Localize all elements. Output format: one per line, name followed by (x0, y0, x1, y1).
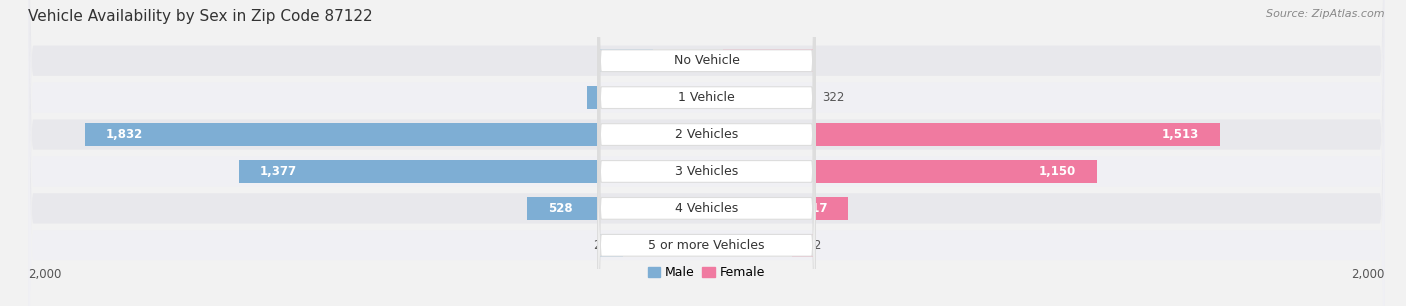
Text: Vehicle Availability by Sex in Zip Code 87122: Vehicle Availability by Sex in Zip Code … (28, 9, 373, 24)
Bar (723, 49, 815, 72)
Text: 322: 322 (823, 91, 845, 104)
FancyBboxPatch shape (28, 0, 1385, 306)
Text: 1,832: 1,832 (105, 128, 142, 141)
Bar (239, 160, 598, 183)
Bar (598, 234, 623, 257)
FancyBboxPatch shape (598, 0, 815, 306)
FancyBboxPatch shape (28, 0, 1385, 306)
FancyBboxPatch shape (598, 0, 815, 306)
FancyBboxPatch shape (598, 0, 815, 306)
Legend: Male, Female: Male, Female (645, 264, 768, 282)
FancyBboxPatch shape (28, 0, 1385, 306)
Bar (598, 49, 652, 72)
Text: 5 or more Vehicles: 5 or more Vehicles (648, 239, 765, 252)
Text: 2,000: 2,000 (1351, 268, 1385, 281)
Text: 159: 159 (623, 54, 645, 67)
Bar (527, 197, 598, 220)
Bar (815, 160, 1097, 183)
Bar (86, 123, 598, 146)
Bar (815, 197, 848, 220)
FancyBboxPatch shape (598, 0, 815, 306)
Text: 3 Vehicles: 3 Vehicles (675, 165, 738, 178)
Text: 2,000: 2,000 (28, 268, 62, 281)
Bar (792, 234, 815, 257)
Text: 352: 352 (607, 91, 631, 104)
FancyBboxPatch shape (28, 0, 1385, 306)
Text: 1 Vehicle: 1 Vehicle (678, 91, 735, 104)
Bar (815, 123, 1220, 146)
FancyBboxPatch shape (28, 0, 1385, 306)
Text: 4 Vehicles: 4 Vehicles (675, 202, 738, 215)
Text: 417: 417 (803, 202, 828, 215)
Text: 247: 247 (593, 239, 616, 252)
Text: 1,513: 1,513 (1163, 128, 1199, 141)
Text: No Vehicle: No Vehicle (673, 54, 740, 67)
FancyBboxPatch shape (598, 0, 815, 306)
Bar (588, 86, 598, 109)
Text: 1,150: 1,150 (1039, 165, 1076, 178)
Text: 528: 528 (548, 202, 572, 215)
FancyBboxPatch shape (28, 0, 1385, 306)
Text: 252: 252 (799, 239, 821, 252)
Text: 48: 48 (730, 54, 744, 67)
Text: Source: ZipAtlas.com: Source: ZipAtlas.com (1267, 9, 1385, 19)
Text: 2 Vehicles: 2 Vehicles (675, 128, 738, 141)
Text: 1,377: 1,377 (260, 165, 297, 178)
FancyBboxPatch shape (598, 0, 815, 306)
